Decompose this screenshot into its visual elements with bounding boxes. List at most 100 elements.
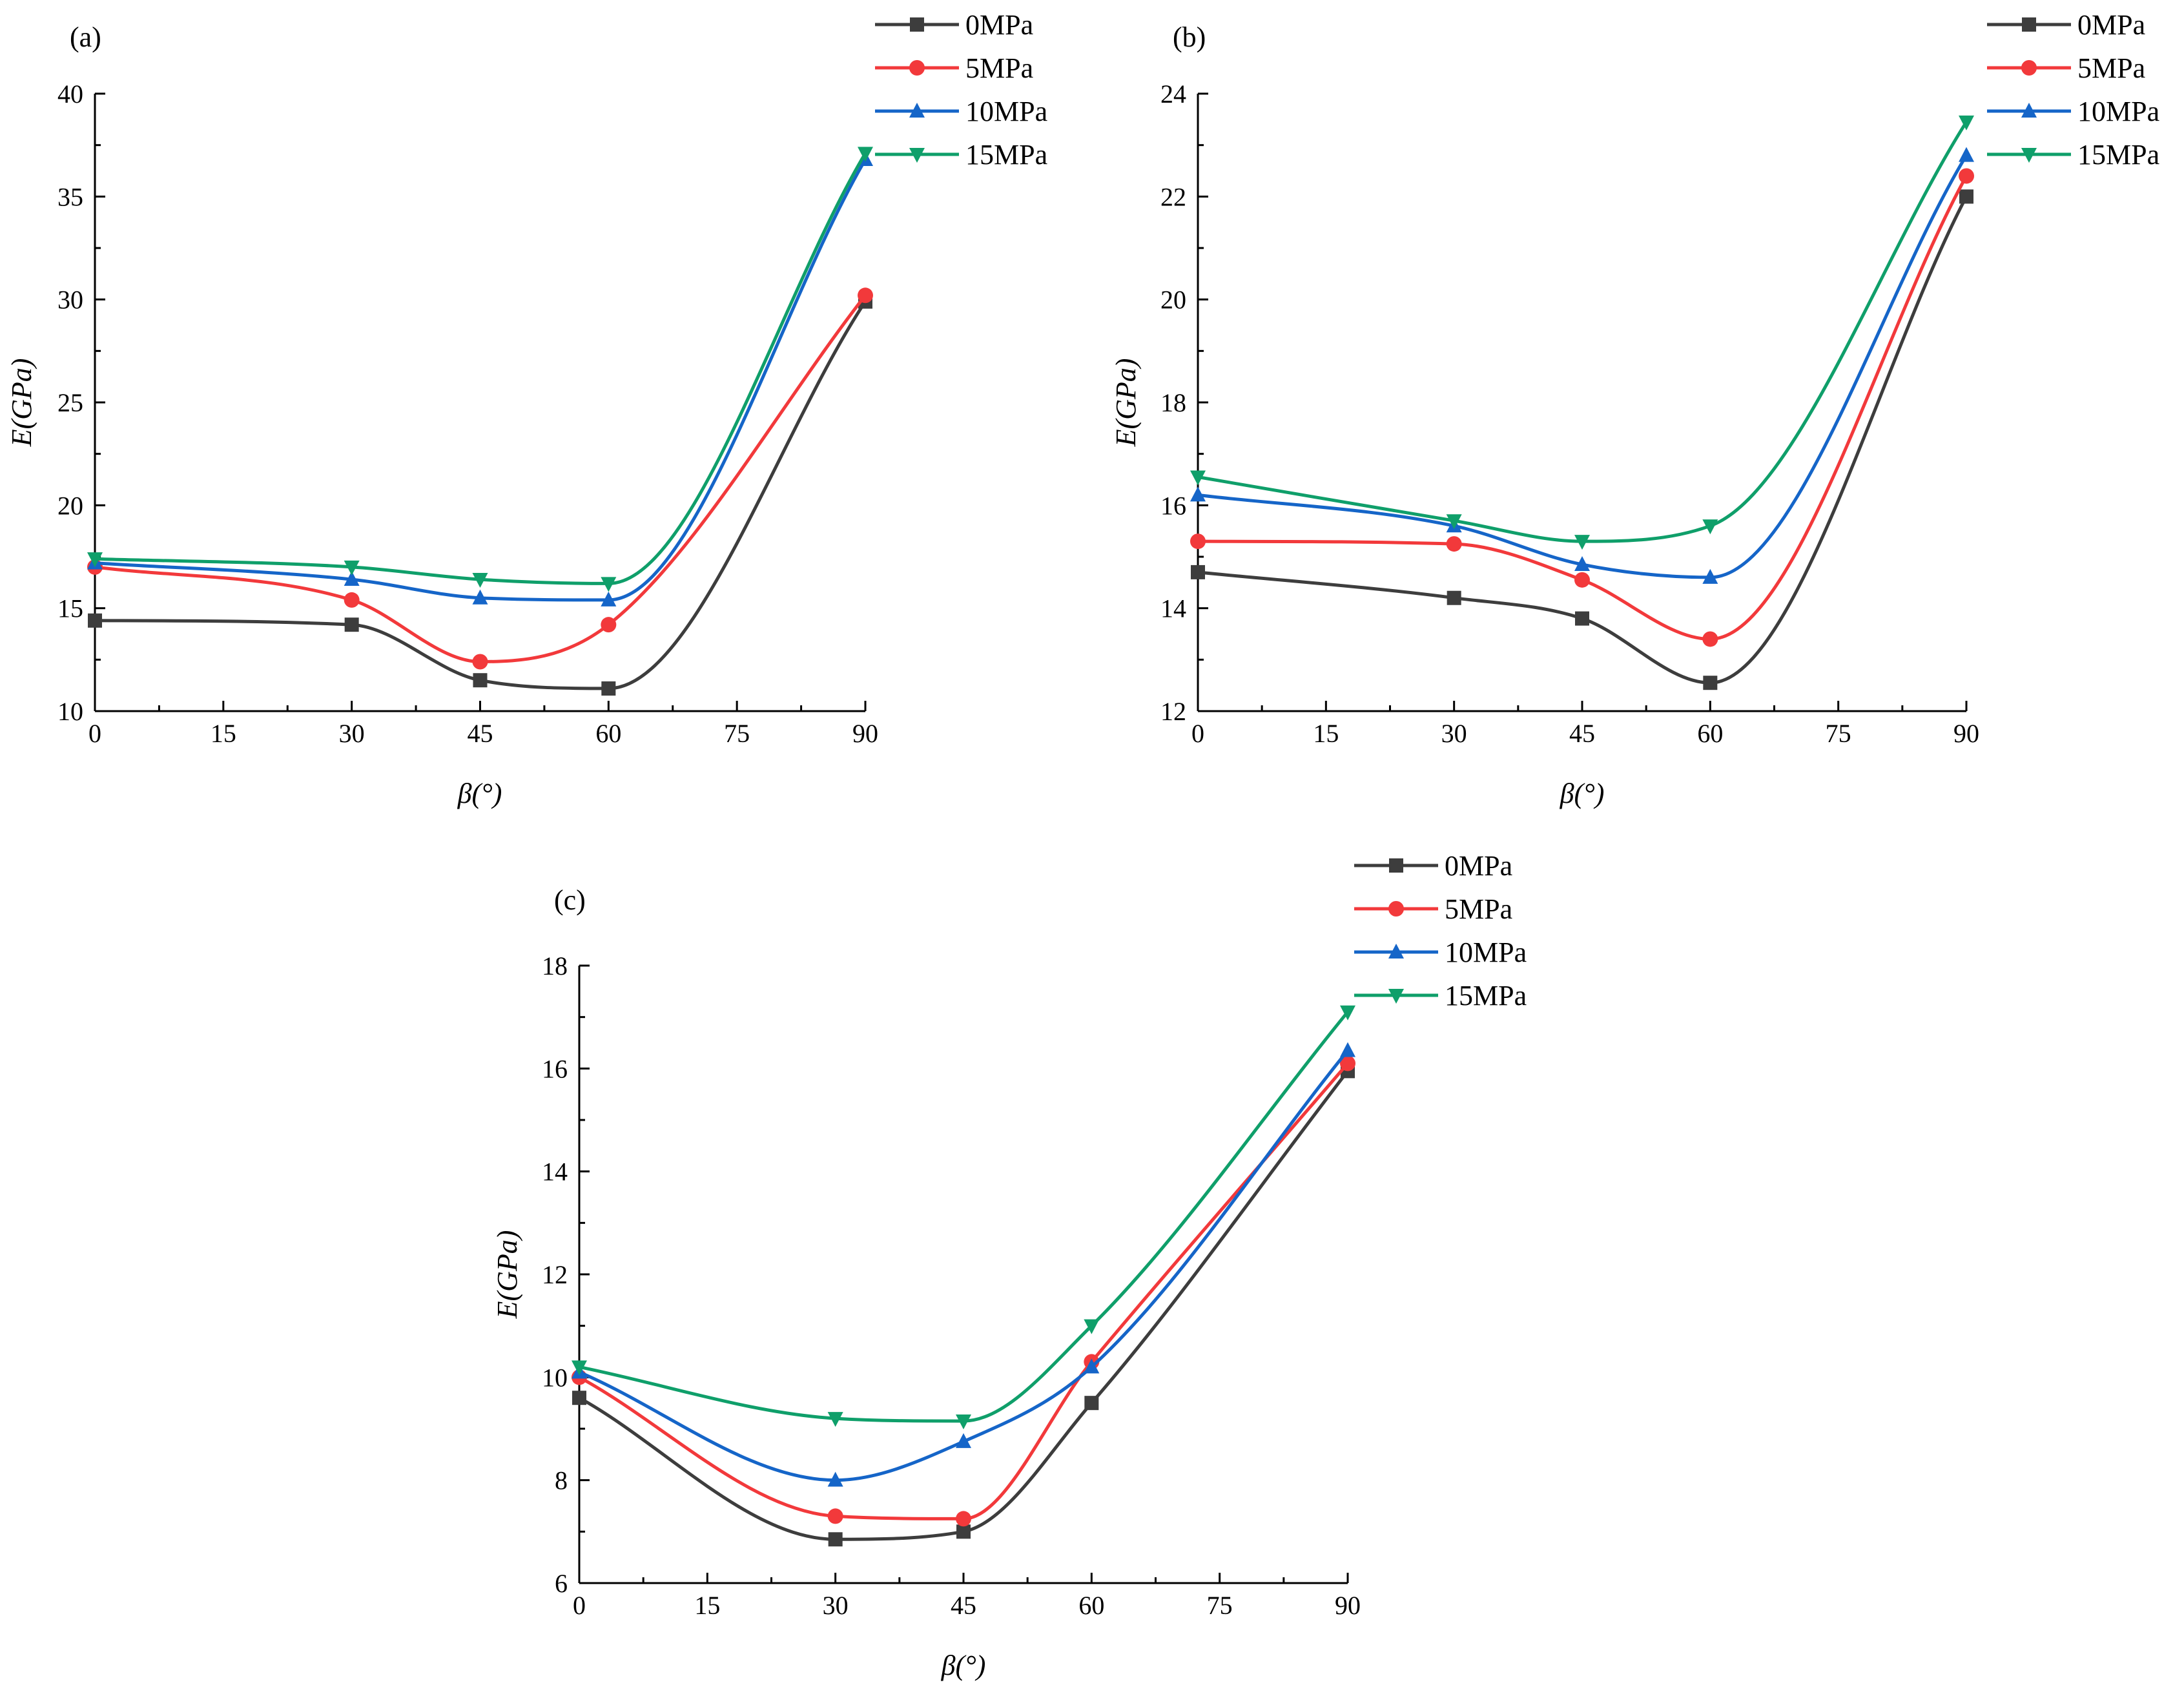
legend-label: 0MPa (1445, 850, 1512, 882)
data-point (956, 1511, 971, 1527)
x-axis-title: β(°) (457, 778, 502, 809)
legend-label: 10MPa (1445, 937, 1527, 968)
data-point (1959, 189, 1973, 204)
legend: 0MPa 5MPa 10MPa 15MPa (875, 9, 1047, 171)
series-line (93, 300, 867, 690)
data-point (1446, 536, 1462, 552)
legend-marker (1388, 901, 1404, 917)
data-point (1084, 1319, 1100, 1334)
data-point (1959, 168, 1974, 184)
y-tick-label: 6 (555, 1569, 568, 1598)
data-point (827, 1508, 843, 1524)
data-point (1084, 1396, 1099, 1411)
data-point (858, 287, 873, 304)
data-point (1446, 514, 1462, 530)
legend-marker (1388, 989, 1404, 1004)
panel-c: 0 15 30 45 60 75 90 6 8 10 12 14 16 18 β(°) E(GPa) (c) 0M… (491, 850, 1527, 1681)
x-tick-label: 30 (823, 1591, 849, 1620)
data-point (1959, 147, 1974, 162)
data-point (1190, 486, 1206, 502)
x-tick-label: 0 (573, 1591, 586, 1620)
y-tick-label: 30 (57, 285, 83, 315)
y-tick-label: 16 (542, 1054, 568, 1083)
data-point (601, 577, 617, 592)
legend-marker (1389, 858, 1403, 873)
legend-marker (2022, 17, 2036, 32)
series-0MPa (572, 1064, 1355, 1547)
y-tick-label: 14 (542, 1157, 568, 1186)
x-tick-label: 15 (694, 1591, 720, 1620)
data-point (827, 1412, 843, 1427)
data-point (1702, 568, 1718, 584)
data-point (1702, 631, 1718, 647)
series-line (577, 1048, 1350, 1482)
legend-marker (910, 17, 924, 32)
x-tick-label: 15 (211, 719, 236, 748)
x-tick-label: 0 (1191, 719, 1204, 748)
x-tick-label: 90 (1335, 1591, 1361, 1620)
y-tick-label: 40 (57, 79, 83, 109)
y-axis-title: E(GPa) (6, 358, 37, 448)
x-axis-title: β(°) (941, 1650, 986, 1681)
y-tick-label: 12 (1160, 697, 1186, 726)
y-tick-label: 10 (57, 697, 83, 726)
legend-label: 15MPa (1445, 980, 1527, 1011)
panel-b: 0 15 30 45 60 75 90 12 14 16 18 20 22 24 β(°) E(GPa) (b)… (1110, 9, 2159, 809)
data-point (956, 1524, 971, 1539)
series-line (93, 151, 867, 585)
x-tick-label: 75 (1826, 719, 1851, 748)
x-tick-label: 45 (951, 1591, 976, 1620)
data-point (956, 1414, 971, 1430)
y-tick-label: 35 (57, 182, 83, 211)
x-tick-label: 45 (468, 719, 493, 748)
data-point (1703, 676, 1718, 690)
y-tick-label: 22 (1160, 182, 1186, 211)
legend-label: 0MPa (2077, 9, 2145, 41)
data-point (572, 1391, 586, 1405)
data-point (344, 560, 360, 575)
x-tick-label: 30 (339, 719, 365, 748)
series-5MPa (1190, 168, 1974, 647)
data-point (601, 591, 617, 606)
data-point (1084, 1358, 1100, 1374)
y-tick-label: 14 (1160, 594, 1186, 623)
data-point (956, 1433, 971, 1448)
data-point (344, 617, 359, 632)
data-point (1191, 565, 1205, 579)
y-tick-label: 18 (1160, 388, 1186, 417)
series-10MPa (1190, 147, 1974, 584)
legend-label: 10MPa (2077, 96, 2159, 127)
x-tick-label: 30 (1441, 719, 1467, 748)
y-tick-label: 24 (1160, 79, 1186, 109)
y-tick-label: 18 (542, 951, 568, 980)
x-tick-label: 90 (852, 719, 878, 748)
panel-label: (c) (554, 884, 586, 916)
data-point (472, 654, 488, 670)
panel-label: (b) (1173, 21, 1206, 53)
legend-marker (909, 148, 925, 163)
series-line (577, 1061, 1350, 1520)
data-point (601, 617, 617, 633)
x-tick-label: 60 (1697, 719, 1723, 748)
data-point (1340, 1005, 1355, 1021)
data-point (1574, 572, 1590, 588)
y-tick-label: 15 (57, 594, 83, 623)
x-tick-label: 45 (1569, 719, 1595, 748)
data-point (1447, 590, 1461, 605)
series-line (1196, 194, 1968, 685)
legend: 0MPa 5MPa 10MPa 15MPa (1354, 850, 1527, 1011)
legend-label: 5MPa (965, 52, 1033, 84)
data-point (827, 1471, 843, 1487)
legend-marker (909, 103, 925, 118)
y-tick-label: 10 (542, 1363, 568, 1392)
y-tick-label: 8 (555, 1466, 568, 1495)
data-point (472, 589, 488, 605)
data-point (344, 592, 360, 608)
data-point (1574, 555, 1590, 571)
legend-marker (1388, 944, 1404, 958)
series-line (577, 1069, 1350, 1541)
panel-a: 0 15 30 45 60 75 90 10 15 20 25 30 35 40 β(°) E(GPa) (a)… (6, 9, 1047, 809)
y-axis-title: E(GPa) (491, 1230, 523, 1320)
data-point (828, 1532, 843, 1547)
data-point (601, 681, 616, 696)
